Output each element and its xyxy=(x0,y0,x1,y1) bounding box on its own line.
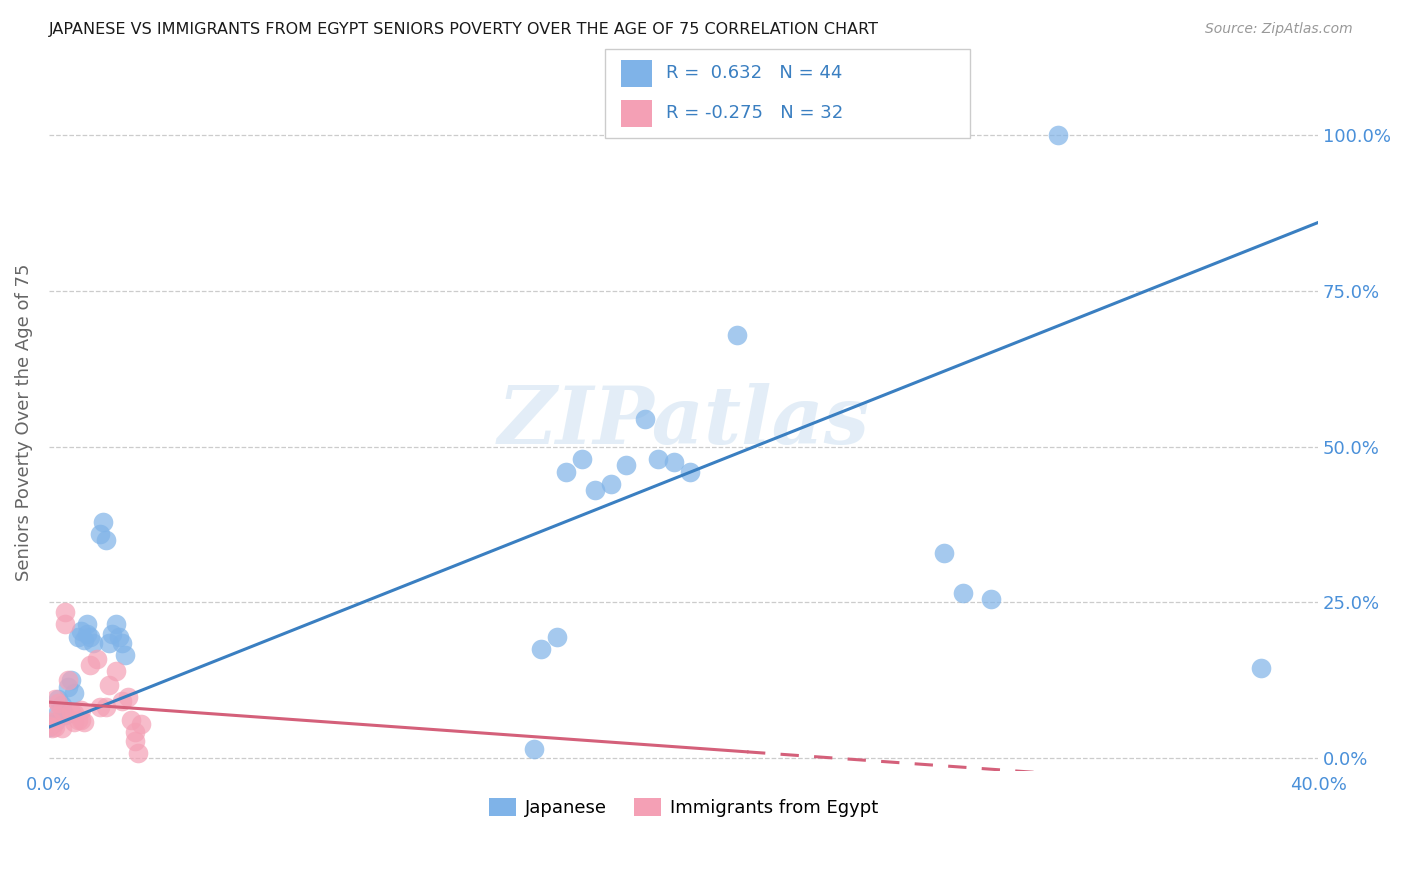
Point xyxy=(129,717,152,731)
Text: ZIPatlas: ZIPatlas xyxy=(498,383,870,460)
Point xyxy=(73,632,96,647)
Point xyxy=(48,692,70,706)
Point xyxy=(107,630,129,644)
Point xyxy=(98,678,121,692)
Point xyxy=(104,664,127,678)
Point xyxy=(44,715,66,730)
Point xyxy=(66,713,89,727)
Point xyxy=(1250,661,1272,675)
Point xyxy=(41,717,63,731)
Point xyxy=(530,642,553,657)
Point xyxy=(599,477,621,491)
Text: R = -0.275   N = 32: R = -0.275 N = 32 xyxy=(666,104,844,122)
Point xyxy=(41,722,63,736)
Point xyxy=(127,746,149,760)
Point xyxy=(523,742,546,756)
Point xyxy=(53,605,76,619)
Point xyxy=(1046,128,1069,143)
Point xyxy=(63,686,86,700)
Text: R =  0.632   N = 44: R = 0.632 N = 44 xyxy=(666,64,842,82)
Point xyxy=(38,720,60,734)
Point xyxy=(82,636,104,650)
Point xyxy=(571,452,593,467)
Point xyxy=(89,527,111,541)
Point xyxy=(56,673,79,688)
Point xyxy=(79,657,101,672)
Point xyxy=(111,636,134,650)
Point xyxy=(66,630,89,644)
Point xyxy=(79,630,101,644)
Point xyxy=(60,673,83,688)
Point xyxy=(94,533,117,548)
Point xyxy=(104,617,127,632)
Text: Source: ZipAtlas.com: Source: ZipAtlas.com xyxy=(1205,22,1353,37)
Point xyxy=(73,715,96,730)
Point xyxy=(44,692,66,706)
Point xyxy=(51,703,73,717)
Point xyxy=(555,465,578,479)
Point xyxy=(727,327,749,342)
Point xyxy=(63,715,86,730)
Y-axis label: Seniors Poverty Over the Age of 75: Seniors Poverty Over the Age of 75 xyxy=(15,263,32,581)
Point xyxy=(48,705,70,719)
Point xyxy=(51,698,73,713)
Point xyxy=(76,626,98,640)
Point xyxy=(41,715,63,730)
Point xyxy=(48,709,70,723)
Point xyxy=(69,703,91,717)
Point xyxy=(932,546,955,560)
Point xyxy=(76,617,98,632)
Point xyxy=(114,648,136,663)
Legend: Japanese, Immigrants from Egypt: Japanese, Immigrants from Egypt xyxy=(482,790,886,824)
Point xyxy=(91,515,114,529)
Point xyxy=(980,592,1002,607)
Point xyxy=(69,624,91,638)
Point xyxy=(60,705,83,719)
Point xyxy=(38,719,60,733)
Point xyxy=(53,707,76,722)
Point xyxy=(53,617,76,632)
Point xyxy=(48,697,70,711)
Text: JAPANESE VS IMMIGRANTS FROM EGYPT SENIORS POVERTY OVER THE AGE OF 75 CORRELATION: JAPANESE VS IMMIGRANTS FROM EGYPT SENIOR… xyxy=(49,22,879,37)
Point xyxy=(89,700,111,714)
Point xyxy=(679,465,702,479)
Point xyxy=(69,713,91,727)
Point xyxy=(583,483,606,498)
Point xyxy=(101,626,124,640)
Point xyxy=(616,458,638,473)
Point xyxy=(952,586,974,600)
Point xyxy=(94,700,117,714)
Point xyxy=(124,733,146,747)
Point xyxy=(117,690,139,705)
Point xyxy=(98,636,121,650)
Point xyxy=(63,706,86,721)
Point xyxy=(86,651,108,665)
Point xyxy=(111,694,134,708)
Point xyxy=(634,411,657,425)
Point xyxy=(662,455,685,469)
Point xyxy=(121,713,143,727)
Point xyxy=(51,722,73,736)
Point xyxy=(647,452,669,467)
Point xyxy=(56,680,79,694)
Point xyxy=(44,720,66,734)
Point xyxy=(124,725,146,739)
Point xyxy=(546,630,568,644)
